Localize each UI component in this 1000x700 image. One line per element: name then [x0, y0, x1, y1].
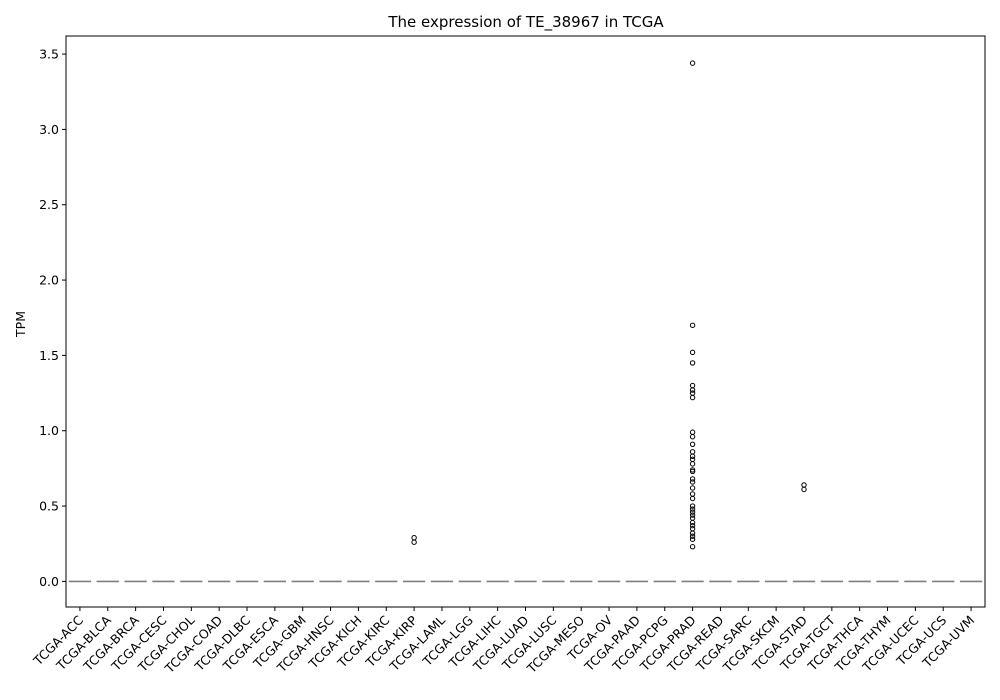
y-tick-label: 1.0: [39, 423, 59, 438]
outlier-point: [689, 360, 696, 366]
outlier-point: [689, 519, 696, 526]
outlier-point: [689, 530, 696, 536]
outlier-point: [689, 390, 696, 396]
outlier-point: [689, 468, 696, 475]
y-tick-label: 0.5: [39, 499, 59, 514]
y-tick-label: 3.5: [39, 47, 59, 62]
outlier-point: [689, 456, 696, 463]
outlier-point: [689, 461, 696, 467]
y-tick-label: 0.0: [39, 574, 59, 589]
plot-frame: [65, 35, 986, 608]
y-tick-label: 2.5: [39, 197, 59, 212]
outlier-point: [801, 486, 807, 493]
outlier-point: [689, 509, 696, 515]
y-tick-label: 1.5: [39, 348, 59, 363]
outlier-point: [689, 495, 696, 502]
outlier-point: [801, 482, 807, 488]
outlier-point: [689, 429, 696, 435]
outlier-point: [689, 525, 696, 532]
y-tick-label: 3.0: [39, 122, 59, 137]
outlier-point: [411, 539, 417, 545]
outlier-point: [689, 506, 696, 512]
outlier-point: [689, 533, 696, 539]
outlier-point: [689, 479, 696, 485]
outlier-point: [689, 453, 696, 460]
outlier-point: [689, 322, 696, 328]
y-tick-label: 2.0: [39, 273, 59, 288]
outlier-point: [689, 503, 696, 509]
outlier-point: [689, 491, 696, 497]
outlier-point: [689, 512, 696, 518]
outlier-point: [689, 349, 696, 356]
outlier-point: [689, 387, 696, 393]
outlier-point: [689, 394, 696, 401]
outlier-point: [689, 441, 696, 447]
outlier-point: [689, 536, 696, 542]
outlier-point: [689, 434, 696, 440]
y-axis-label: TPM: [13, 311, 28, 338]
outlier-point: [689, 449, 696, 455]
outlier-point: [689, 522, 696, 529]
plot-area: 0.00.51.01.52.02.53.03.5TCGA-ACCTCGA-BLC…: [30, 47, 983, 677]
outlier-point: [689, 544, 696, 550]
outlier-point: [689, 60, 696, 66]
outlier-point: [689, 515, 696, 521]
outlier-point: [689, 485, 696, 491]
outlier-point: [689, 382, 696, 389]
chart-title: The expression of TE_38967 in TCGA: [387, 13, 664, 32]
outlier-point: [689, 476, 696, 482]
outlier-point: [411, 534, 417, 541]
